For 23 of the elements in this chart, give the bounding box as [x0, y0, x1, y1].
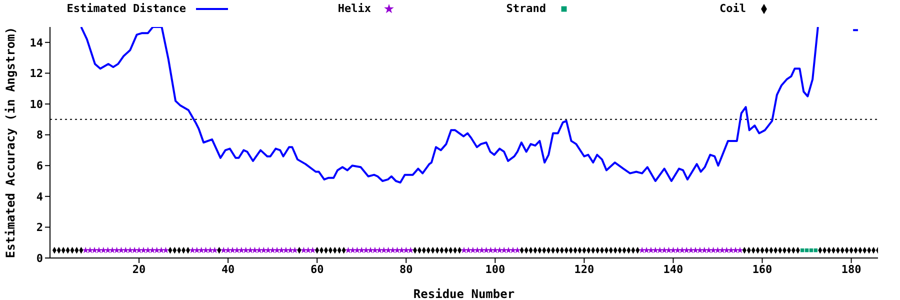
x-tick-label: 40	[221, 262, 235, 276]
legend-label: Strand	[506, 2, 546, 15]
y-tick-label: 4	[36, 190, 44, 204]
legend-label: Coil	[720, 2, 746, 15]
x-tick-label: 160	[752, 262, 772, 276]
x-tick-label: 180	[841, 262, 862, 276]
x-tick-label: 120	[574, 262, 594, 276]
y-tick-label: 8	[36, 128, 43, 142]
legend-label: Estimated Distance	[66, 2, 186, 15]
y-tick-label: 0	[36, 252, 43, 265]
x-tick-label: 20	[132, 262, 146, 276]
legend-label: Helix	[338, 2, 371, 15]
y-tick-label: 10	[30, 98, 43, 111]
y-tick-label: 2	[36, 221, 43, 234]
y-axis-title: Estimated Accuracy (in Angstrom)	[3, 26, 18, 258]
x-tick-label: 140	[663, 262, 684, 276]
y-tick-label: 6	[36, 160, 44, 173]
x-tick-label: 100	[485, 262, 506, 276]
y-tick-label: 14	[30, 36, 44, 50]
y-tick-label: 12	[30, 67, 43, 80]
x-axis-title: Residue Number	[413, 287, 515, 300]
x-tick-label: 80	[400, 262, 413, 276]
x-tick-label: 60	[310, 262, 324, 276]
